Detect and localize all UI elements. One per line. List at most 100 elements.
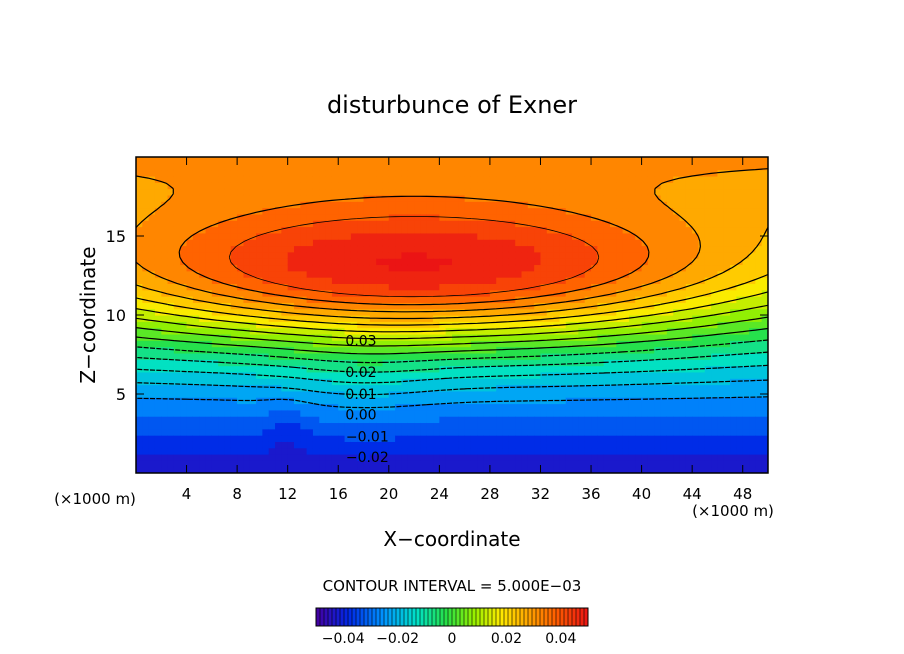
colorbar-segment: [528, 608, 533, 626]
colorbar-segment: [488, 608, 493, 626]
colorbar-segment: [580, 608, 585, 626]
colorbar-segment: [556, 608, 561, 626]
colorbar-segment: [540, 608, 545, 626]
colorbar-segment: [412, 608, 417, 626]
x-tick-label: 4: [182, 485, 192, 503]
colorbar-segment: [392, 608, 397, 626]
colorbar-segment: [464, 608, 469, 626]
colorbar-segment: [512, 608, 517, 626]
contour-line: [136, 379, 768, 396]
contour-line: [136, 168, 768, 313]
colorbar-segment: [408, 608, 413, 626]
colorbar-segment: [460, 608, 465, 626]
x-tick-label: 48: [733, 485, 752, 503]
colorbar-frame: [315, 607, 589, 627]
colorbar-segment: [396, 608, 401, 626]
x-tick-label: 40: [632, 485, 651, 503]
colorbar-segment: [520, 608, 525, 626]
colorbar-ticks: −0.04 −0.02 0 0.02 0.04: [322, 631, 577, 647]
contour-line: [136, 351, 768, 373]
colorbar-segment: [568, 608, 573, 626]
y-axis: 5 10 15: [106, 227, 768, 404]
y-tick-label: 15: [106, 227, 126, 246]
x-axis-label: X−coordinate: [383, 527, 520, 551]
contour-interval: CONTOUR INTERVAL = 5.000E−03: [323, 577, 582, 595]
x-tick-label: 8: [232, 485, 242, 503]
colorbar-tick-label: 0.04: [545, 631, 576, 647]
x-tick-label: 32: [531, 485, 550, 503]
contour-line: [136, 316, 768, 347]
colorbar: [316, 608, 589, 626]
x-tick-label: 36: [581, 485, 600, 503]
contour-lines: [136, 168, 768, 409]
x-tick-label: 20: [379, 485, 398, 503]
colorbar-segment: [360, 608, 365, 626]
colorbar-segment: [564, 608, 569, 626]
colorbar-segment: [500, 608, 505, 626]
contour-label: 0.03: [345, 333, 376, 349]
colorbar-segment: [480, 608, 485, 626]
colorbar-segment: [320, 608, 325, 626]
colorbar-segment: [524, 608, 529, 626]
colorbar-segment: [380, 608, 385, 626]
colorbar-segment: [436, 608, 441, 626]
contour-line: [136, 364, 768, 384]
colorbar-segment: [384, 608, 389, 626]
colorbar-segment: [440, 608, 445, 626]
colorbar-segment: [492, 608, 497, 626]
contour-line: [228, 216, 600, 298]
colorbar-segment: [432, 608, 437, 626]
contour-labels: 0.03 0.02 0.01 0.00 −0.01 −0.02: [345, 333, 388, 466]
colorbar-segment: [444, 608, 449, 626]
x-unit-right: (×1000 m): [692, 502, 774, 520]
y-axis-label: Z−coordinate: [76, 246, 100, 383]
contour-line: [136, 339, 768, 364]
colorbar-segment: [472, 608, 477, 626]
colorbar-segment: [328, 608, 333, 626]
x-tick-label: 24: [430, 485, 449, 503]
colorbar-segment: [332, 608, 337, 626]
colorbar-tick-label: 0: [448, 631, 457, 647]
contour-label: 0.00: [345, 408, 376, 424]
contour-label: −0.01: [346, 430, 389, 446]
colorbar-segment: [368, 608, 373, 626]
contour-line: [136, 327, 768, 355]
x-tick-label: 12: [278, 485, 297, 503]
x-tick-label: 16: [329, 485, 348, 503]
colorbar-tick-label: −0.04: [322, 631, 365, 647]
colorbar-segment: [516, 608, 521, 626]
colorbar-segment: [504, 608, 509, 626]
x-axis: 4 8 12 16 20 24 28 32 36 40 44 48: [182, 157, 752, 503]
colorbar-segment: [424, 608, 429, 626]
colorbar-segment: [348, 608, 353, 626]
colorbar-segment: [468, 608, 473, 626]
contour-line: [136, 291, 768, 333]
colorbar-segment: [388, 608, 393, 626]
contour-label: 0.01: [345, 387, 376, 403]
y-tick-label: 5: [116, 385, 126, 404]
contour-line: [136, 304, 768, 340]
colorbar-segment: [324, 608, 329, 626]
colorbar-segment: [496, 608, 501, 626]
colorbar-segment: [404, 608, 409, 626]
colorbar-segment: [416, 608, 421, 626]
colorbar-segment: [344, 608, 349, 626]
colorbar-segment: [544, 608, 549, 626]
colorbar-segment: [576, 608, 581, 626]
colorbar-segment: [336, 608, 341, 626]
colorbar-segment: [364, 608, 369, 626]
colorbar-segment: [548, 608, 553, 626]
colorbar-segment: [372, 608, 377, 626]
colorbar-segment: [484, 608, 489, 626]
colorbar-segment: [352, 608, 357, 626]
contour-label: −0.02: [346, 450, 389, 466]
colorbar-segment: [532, 608, 537, 626]
colorbar-segment: [552, 608, 557, 626]
colorbar-segment: [420, 608, 425, 626]
colorbar-segment: [340, 608, 345, 626]
colorbar-segment: [428, 608, 433, 626]
contour-line: [136, 273, 768, 326]
colorbar-segment: [536, 608, 541, 626]
contour-line: [178, 195, 650, 306]
